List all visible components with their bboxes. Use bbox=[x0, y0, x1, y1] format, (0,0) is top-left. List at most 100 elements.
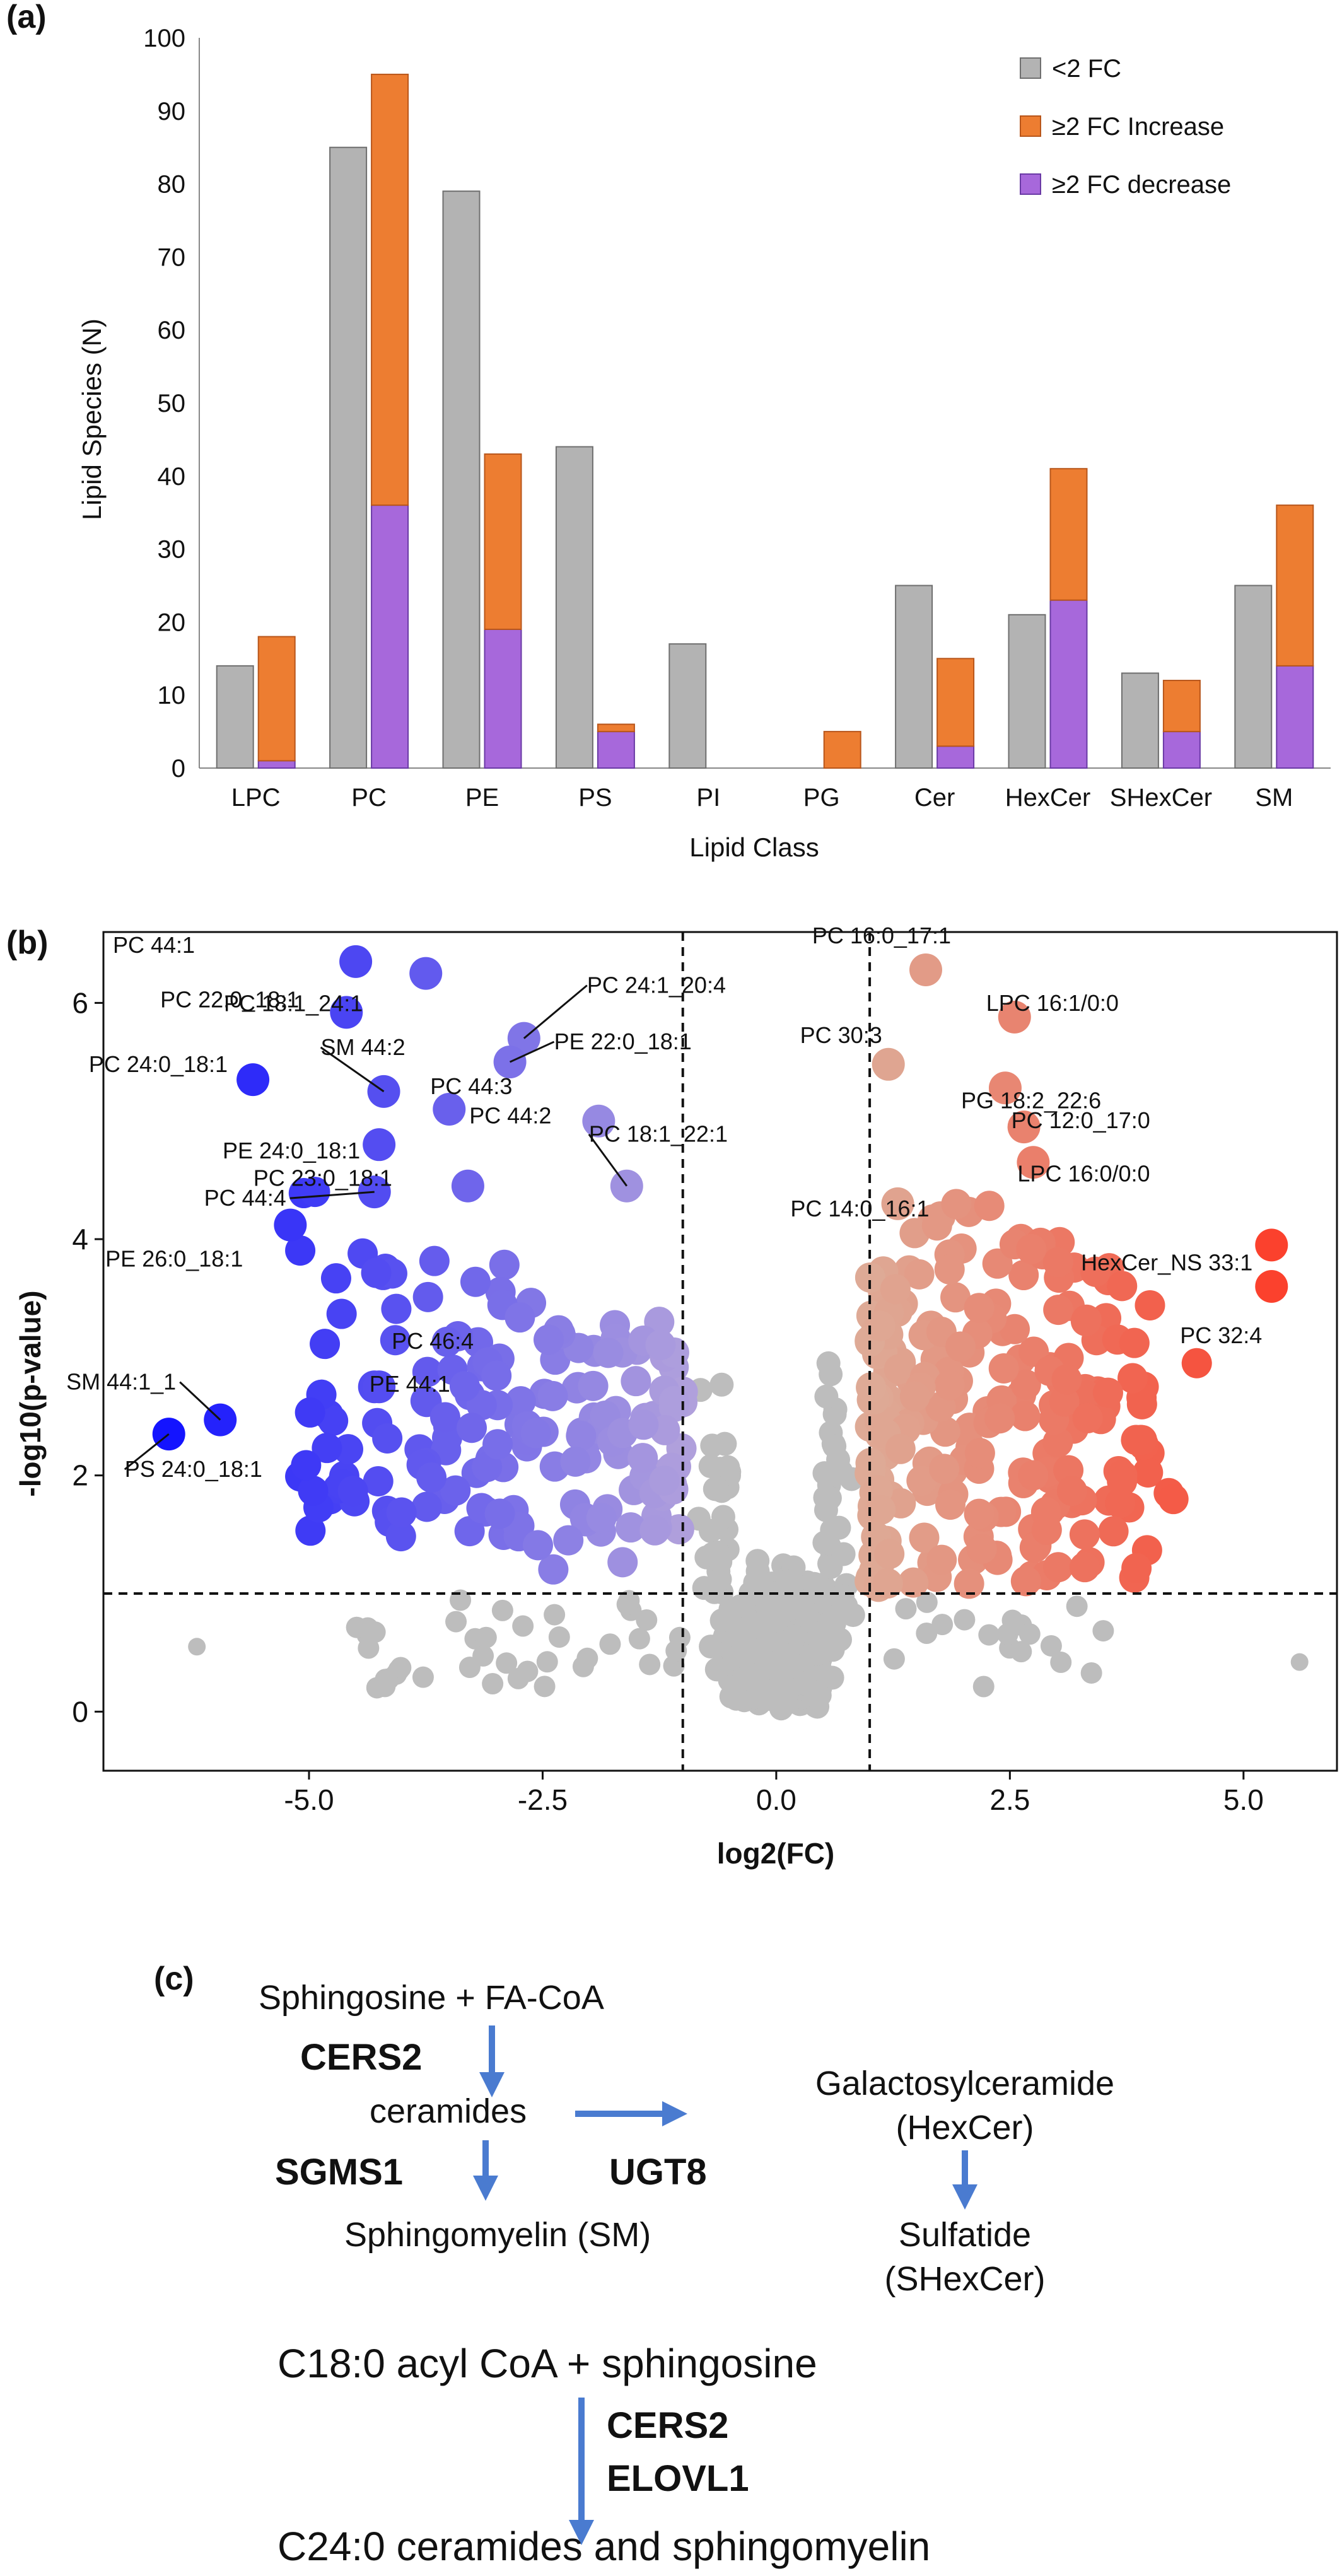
bar-y-tick-label: 0 bbox=[172, 755, 185, 783]
enzyme-sgms1: SGMS1 bbox=[275, 2152, 403, 2193]
point-increase bbox=[941, 1189, 972, 1220]
point-ns bbox=[1018, 1623, 1041, 1645]
panel-b-volcano-plot: (b) -5.0 -2.5 0.0 2.5 5.0 0 2 4 6 PC 44:1 PC 18:1… bbox=[6, 923, 1338, 1870]
point-ns bbox=[698, 1454, 723, 1479]
bar-increase bbox=[484, 453, 522, 630]
bar-x-tick-label: PG bbox=[803, 784, 840, 812]
point-increase bbox=[1069, 1519, 1100, 1550]
bar-y-tick-label: 40 bbox=[158, 463, 186, 491]
point-labeled bbox=[988, 1071, 1022, 1105]
point-decrease bbox=[645, 1329, 676, 1360]
point-ns bbox=[771, 1642, 796, 1667]
point-decrease bbox=[534, 1324, 564, 1355]
point-increase bbox=[984, 1403, 1015, 1434]
point-ns bbox=[812, 1530, 837, 1555]
point-ns bbox=[732, 1596, 756, 1621]
point-decrease bbox=[416, 1462, 447, 1493]
point-decrease bbox=[472, 1452, 503, 1483]
point-ns bbox=[1040, 1635, 1062, 1657]
point-increase bbox=[1080, 1256, 1111, 1287]
bar-lt2fc bbox=[216, 665, 254, 769]
point-label: PC 46:4 bbox=[392, 1328, 474, 1354]
point-ns bbox=[749, 1570, 774, 1595]
bar-x-tick-label: PC bbox=[351, 784, 387, 812]
bar-y-tick-label: 30 bbox=[158, 536, 186, 564]
point-increase bbox=[1010, 1369, 1041, 1400]
bar-increase bbox=[1276, 504, 1314, 667]
ceramides-text: ceramides bbox=[370, 2092, 527, 2130]
label-leader bbox=[509, 1040, 555, 1063]
point-decrease bbox=[361, 1257, 392, 1288]
bar-lt2fc bbox=[895, 585, 933, 769]
bar-lt2fc bbox=[442, 190, 481, 769]
panel-b-label: (b) bbox=[6, 924, 48, 961]
point-increase bbox=[934, 1370, 965, 1401]
label-leader bbox=[320, 1046, 385, 1093]
point-label: PC 23:0_18:1 bbox=[254, 1165, 392, 1191]
point-ns bbox=[709, 1372, 734, 1397]
bar-y-tick-label: 90 bbox=[158, 98, 186, 125]
point-decrease bbox=[411, 1491, 442, 1522]
bar-decrease bbox=[597, 731, 635, 769]
point-ns bbox=[599, 1633, 621, 1655]
point-labeled bbox=[1255, 1228, 1288, 1262]
galactosylceramide-text: Galactosylceramide bbox=[815, 2065, 1114, 2102]
point-increase bbox=[1092, 1377, 1123, 1408]
point-increase bbox=[934, 1254, 965, 1285]
legend-label: <2 FC bbox=[1052, 55, 1121, 83]
point-increase bbox=[865, 1495, 896, 1525]
point-increase bbox=[904, 1259, 935, 1290]
bar-x-tick-label: SM bbox=[1255, 784, 1293, 812]
point-increase bbox=[1010, 1566, 1041, 1597]
point-ns bbox=[814, 1384, 839, 1409]
point-increase bbox=[1133, 1457, 1164, 1488]
point-increase bbox=[945, 1331, 976, 1362]
point-increase bbox=[1158, 1484, 1189, 1515]
bar-y-tick-label: 100 bbox=[143, 25, 185, 52]
bar-increase bbox=[1162, 680, 1201, 733]
point-decrease bbox=[649, 1466, 680, 1496]
point-ns bbox=[491, 1599, 513, 1621]
point-increase bbox=[884, 1354, 914, 1385]
point-labeled bbox=[339, 945, 373, 978]
point-decrease bbox=[312, 1433, 342, 1464]
bar-decrease bbox=[484, 628, 522, 769]
point-decrease bbox=[489, 1249, 520, 1280]
point-increase bbox=[1098, 1516, 1129, 1547]
point-label: PC 14:0_16:1 bbox=[790, 1196, 929, 1221]
volcano-y-tick-label: 4 bbox=[72, 1223, 88, 1256]
bar-y-tick-label: 20 bbox=[158, 609, 186, 636]
point-increase bbox=[964, 1498, 995, 1529]
c24-product-text: C24:0 ceramides and sphingomyelin bbox=[277, 2524, 930, 2569]
bar-lt2fc bbox=[1008, 614, 1046, 769]
bar-marks bbox=[216, 73, 1314, 769]
point-ns bbox=[639, 1653, 661, 1676]
point-label: HexCer_NS 33:1 bbox=[1081, 1249, 1252, 1275]
point-decrease bbox=[386, 1497, 417, 1528]
point-decrease bbox=[482, 1429, 513, 1460]
point-decrease bbox=[454, 1516, 485, 1547]
volcano-x-axis-title: log2(FC) bbox=[717, 1837, 835, 1870]
point-increase bbox=[1043, 1295, 1074, 1326]
point-increase bbox=[1119, 1327, 1150, 1358]
point-decrease bbox=[607, 1547, 638, 1578]
point-labeled bbox=[274, 1208, 307, 1242]
point-labeled bbox=[236, 1063, 270, 1097]
point-ns bbox=[450, 1589, 472, 1611]
point-ns bbox=[705, 1477, 730, 1501]
point-label: PC 44:1 bbox=[113, 932, 195, 958]
point-labeled bbox=[409, 957, 443, 990]
point-decrease bbox=[593, 1338, 624, 1368]
point-decrease bbox=[484, 1498, 515, 1529]
bar-decrease bbox=[936, 745, 975, 769]
point-increase bbox=[1107, 1466, 1138, 1497]
volcano-x-tick-label: 5.0 bbox=[1223, 1783, 1264, 1816]
bar-increase bbox=[1049, 468, 1088, 601]
point-ns bbox=[706, 1541, 730, 1565]
point-decrease bbox=[449, 1371, 480, 1402]
point-increase bbox=[898, 1567, 929, 1598]
point-decrease bbox=[295, 1515, 326, 1546]
point-ns bbox=[482, 1672, 504, 1694]
point-decrease bbox=[363, 1466, 394, 1496]
point-ns bbox=[752, 1678, 776, 1703]
